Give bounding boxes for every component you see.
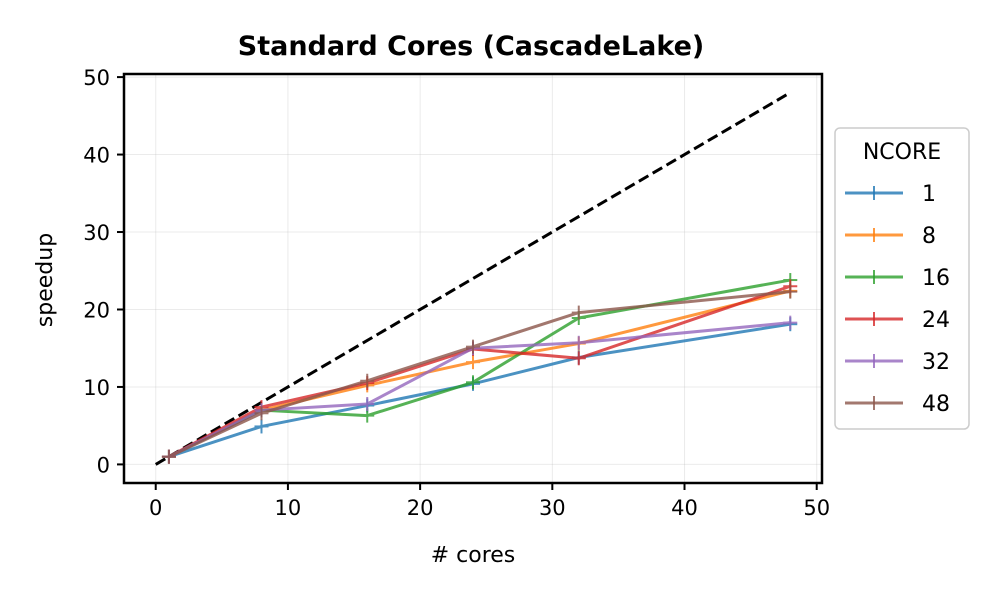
legend-item-1: 1 [845,182,936,207]
x-tick-label-1: 10 [275,496,302,520]
legend: NCORE 1 8 16 24 32 48 [834,127,970,430]
legend-label-48: 48 [922,392,950,417]
x-tick-label-5: 50 [803,496,830,520]
data-point-48-4 [571,305,586,320]
series-line-32 [168,321,791,459]
legend-item-48: 48 [845,392,950,417]
y-tick-label-3: 30 [83,221,110,245]
ideal-speedup-line [154,91,792,466]
x-tick-label-2: 20 [407,496,434,520]
x-axis-label: # cores [431,543,516,568]
series-1 [161,317,798,464]
series-line-24 [168,284,791,458]
y-tick-label-1: 10 [83,376,110,400]
legend-label-1: 1 [922,182,936,207]
y-tick-label-5: 50 [83,66,110,90]
grid [124,74,822,483]
chart-title: Standard Cores (CascadeLake) [238,31,704,62]
plot-frame [122,72,824,485]
x-tick-label-0: 0 [149,496,162,520]
series-8 [161,283,798,464]
legend-label-16: 16 [922,266,950,291]
data-point-8-3 [466,355,480,370]
data-point-48-1 [254,406,269,421]
series-line-48 [168,290,791,459]
series-lines [161,273,798,464]
legend-item-24: 24 [845,308,950,333]
legend-label-32: 32 [922,350,950,375]
x-tick-label-3: 30 [539,496,566,520]
legend-label-8: 8 [922,224,936,249]
data-point-24-4 [571,351,586,366]
y-axis-ticks: 0 10 20 30 40 50 [83,66,124,477]
x-axis-ticks: 0 10 20 30 40 50 [149,483,830,520]
data-point-32-2 [360,396,375,411]
legend-title: NCORE [863,140,941,165]
data-point-32-5 [783,315,798,330]
y-tick-label-0: 0 [97,453,110,477]
data-point-48-2 [360,373,375,388]
data-point-1-1 [254,419,269,434]
series-line-1 [168,322,791,459]
data-point-32-4 [571,335,586,350]
data-point-48-0 [161,449,176,464]
legend-items: 1 8 16 24 32 48 [845,182,950,417]
y-axis-label: speedup [33,233,58,327]
data-point-48-3 [466,339,480,354]
series-48 [161,284,798,464]
y-tick-label-2: 20 [83,298,110,322]
legend-item-32: 32 [845,350,950,375]
data-point-48-5 [783,284,798,299]
legend-label-24: 24 [922,308,950,333]
x-tick-label-4: 40 [671,496,698,520]
legend-item-8: 8 [845,224,936,249]
legend-item-16: 16 [845,266,950,291]
data-point-16-3 [466,375,480,390]
series-24 [161,279,798,464]
ideal-line [154,91,792,466]
y-tick-label-4: 40 [83,144,110,168]
